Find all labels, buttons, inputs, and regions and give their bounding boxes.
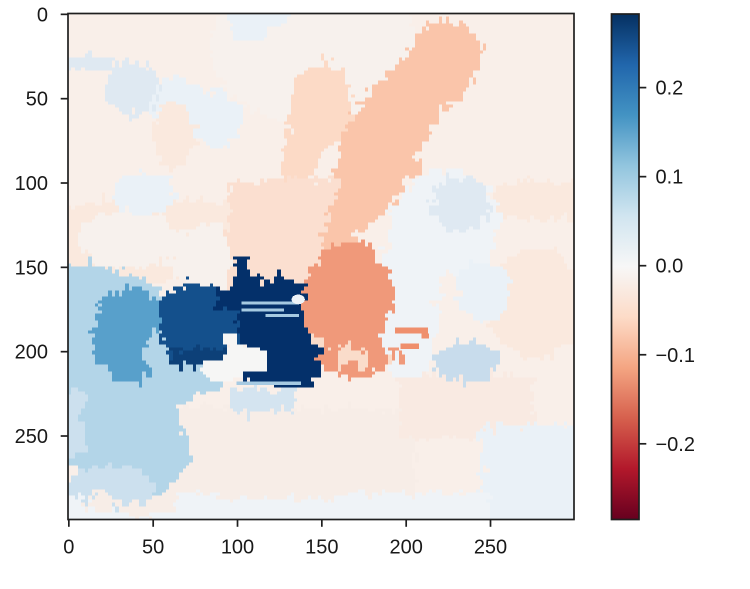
svg-text:0.1: 0.1	[656, 167, 684, 189]
svg-text:150: 150	[305, 537, 338, 559]
svg-text:250: 250	[474, 537, 507, 559]
svg-text:0: 0	[37, 4, 48, 26]
svg-text:200: 200	[389, 537, 422, 559]
svg-text:−0.2: −0.2	[656, 434, 695, 456]
svg-text:0.0: 0.0	[656, 256, 684, 278]
svg-text:100: 100	[221, 537, 254, 559]
svg-text:200: 200	[15, 342, 48, 364]
svg-text:50: 50	[26, 89, 48, 111]
svg-text:250: 250	[15, 426, 48, 448]
svg-text:150: 150	[15, 257, 48, 279]
svg-text:0: 0	[63, 537, 74, 559]
svg-text:50: 50	[142, 537, 164, 559]
svg-text:100: 100	[15, 173, 48, 195]
svg-text:0.2: 0.2	[656, 78, 684, 100]
svg-text:−0.1: −0.1	[656, 345, 695, 367]
